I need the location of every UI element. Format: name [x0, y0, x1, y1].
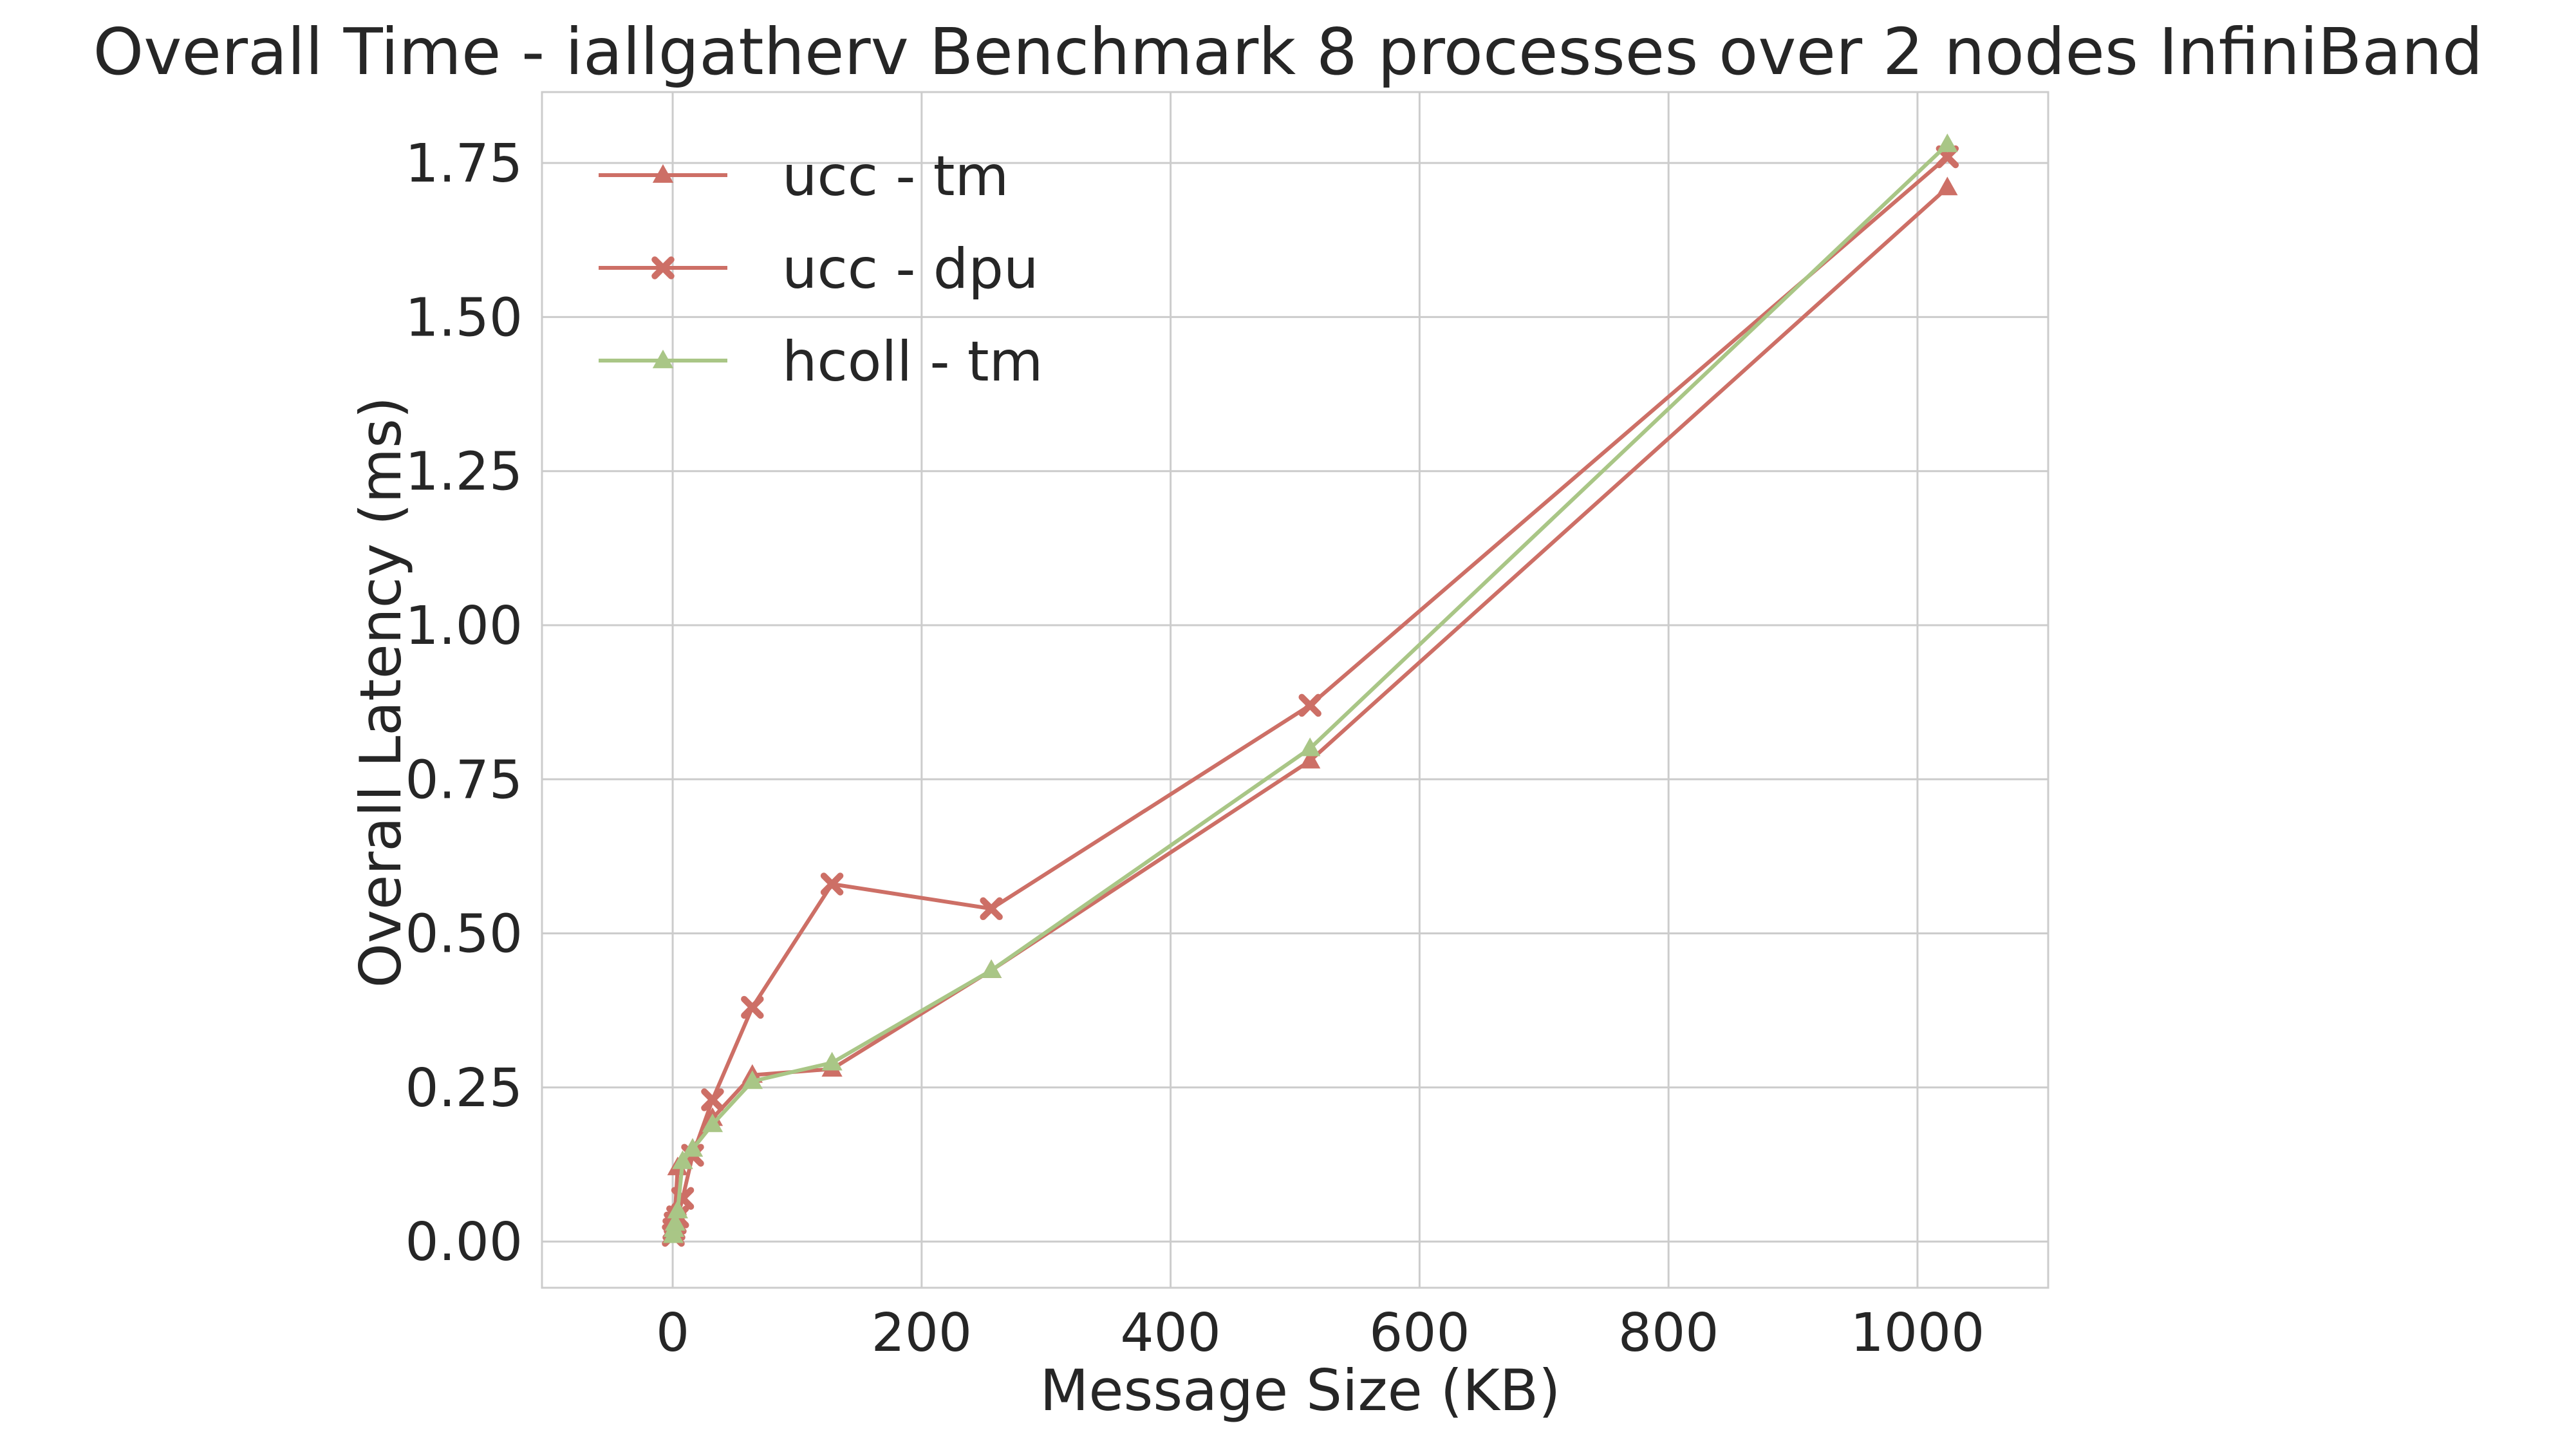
x-marker-stroke — [1298, 693, 1321, 717]
x-tick-label: 0 — [656, 1303, 689, 1364]
y-tick-label: 0.25 — [405, 1058, 523, 1119]
data-point-triangle — [682, 1138, 704, 1157]
legend: ucc - tm ucc - dpu hcoll - tm — [599, 144, 1043, 394]
x-marker-stroke — [980, 897, 1003, 921]
data-point-triangle — [652, 350, 674, 368]
y-axis-label: Overall Latency (ms) — [348, 397, 414, 988]
data-point-triangle — [1300, 749, 1321, 769]
legend-label: hcoll - tm — [782, 330, 1043, 394]
series-lines — [662, 133, 1959, 1247]
x-tick-label: 200 — [872, 1303, 973, 1364]
x-marker-stroke — [820, 872, 844, 896]
data-point-triangle — [1300, 737, 1321, 757]
data-point-triangle — [667, 1200, 688, 1219]
data-point-triangle — [821, 1051, 843, 1071]
data-point-triangle — [1937, 176, 1958, 196]
data-point-triangle — [664, 1212, 686, 1231]
legend-entry: hcoll - tm — [599, 330, 1043, 394]
y-axis-ticks: 0.00 0.25 0.50 0.75 1.00 1.25 1.50 1.75 — [405, 133, 523, 1273]
grid-lines — [542, 92, 2048, 1288]
x-axis-ticks: 0 200 400 600 800 1000 — [656, 1303, 1984, 1364]
x-tick-label: 400 — [1120, 1303, 1221, 1364]
data-point-triangle — [980, 959, 1002, 978]
data-point-x — [820, 872, 844, 896]
data-point-x — [1298, 693, 1321, 717]
y-tick-label: 0.50 — [405, 904, 523, 965]
y-tick-label: 1.75 — [405, 133, 523, 194]
x-tick-label: 600 — [1369, 1303, 1470, 1364]
x-marker-stroke — [701, 1088, 724, 1111]
x-axis-label: Message Size (KB) — [1040, 1357, 1560, 1424]
chart-title: Overall Time - iallgatherv Benchmark 8 p… — [93, 14, 2483, 89]
x-marker-stroke — [741, 995, 764, 1019]
y-tick-label: 0.00 — [405, 1212, 523, 1273]
x-tick-label: 1000 — [1851, 1303, 1985, 1364]
data-point-x — [651, 256, 675, 279]
data-point-triangle — [702, 1113, 723, 1133]
legend-label: ucc - tm — [782, 144, 1009, 209]
plot-frame — [541, 91, 2049, 1289]
data-point-x — [741, 995, 764, 1019]
data-point-triangle — [742, 1070, 763, 1089]
x-tick-label: 800 — [1618, 1303, 1719, 1364]
legend-entry: ucc - dpu — [599, 237, 1038, 301]
legend-label: ucc - dpu — [782, 237, 1038, 301]
legend-entry: ucc - tm — [599, 144, 1009, 209]
y-tick-label: 1.00 — [405, 596, 523, 657]
data-point-x — [980, 897, 1003, 921]
data-point-triangle — [1937, 133, 1958, 153]
data-point-triangle — [672, 1150, 693, 1169]
y-tick-label: 0.75 — [405, 749, 523, 811]
data-point-x — [701, 1088, 724, 1111]
y-tick-label: 1.25 — [405, 442, 523, 503]
series-hcoll-tm — [662, 133, 1958, 1243]
x-marker-stroke — [651, 256, 675, 279]
data-point-triangle — [652, 164, 674, 183]
y-tick-label: 1.50 — [405, 287, 523, 348]
